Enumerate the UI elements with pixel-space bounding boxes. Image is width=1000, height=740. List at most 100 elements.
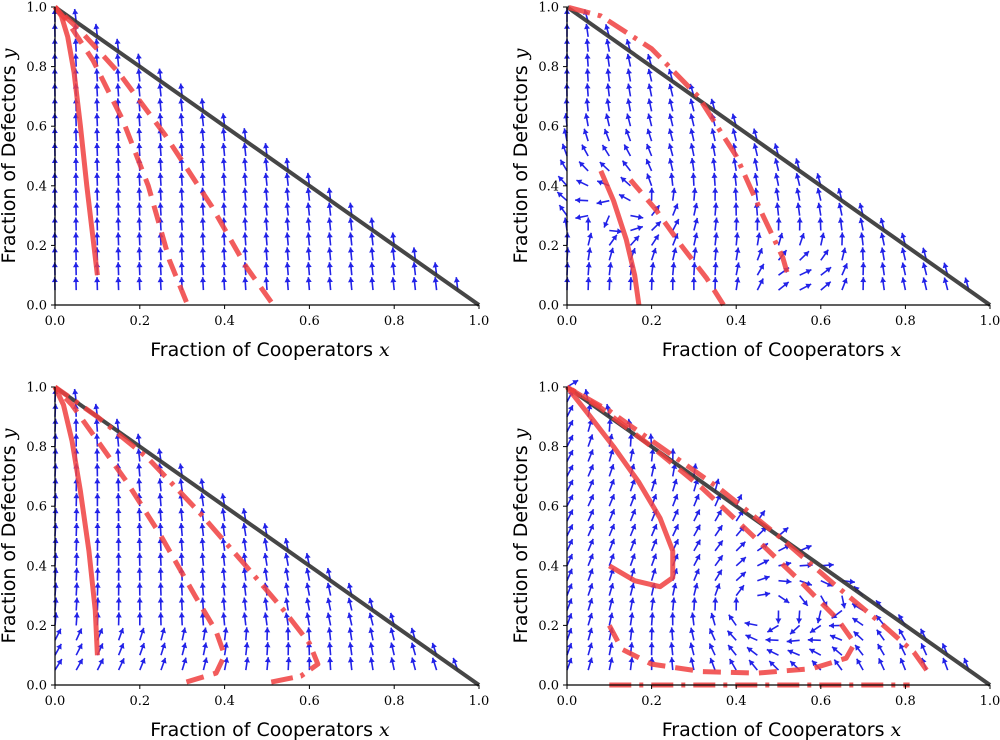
field-arrowhead <box>220 493 227 499</box>
field-arrowhead <box>305 262 312 268</box>
field-arrowhead <box>221 262 228 268</box>
field-arrowhead <box>115 83 122 89</box>
field-arrowhead <box>671 463 678 470</box>
field-arrowhead <box>648 277 655 283</box>
field-arrowhead <box>584 23 591 30</box>
y-tick-label: 0.6 <box>26 500 47 515</box>
x-tick-label: 0.2 <box>129 314 150 329</box>
field-arrowhead <box>220 113 227 119</box>
field-arrowhead <box>73 552 80 558</box>
field-arrowhead <box>795 202 802 209</box>
field-arrowhead <box>738 585 744 591</box>
field-arrowhead <box>178 98 185 104</box>
field-arrowhead <box>599 162 606 168</box>
field-arrowhead <box>347 597 353 604</box>
y-tick-label: 1.0 <box>26 1 47 16</box>
field-arrowhead <box>220 538 227 544</box>
field-arrowhead <box>567 509 574 516</box>
field-arrowhead <box>242 247 249 253</box>
field-arrowhead <box>645 143 652 150</box>
field-arrowhead <box>94 523 101 529</box>
field-arrowhead <box>178 537 185 544</box>
field-arrowhead <box>651 478 657 485</box>
field-arrowhead <box>94 508 101 514</box>
field-arrowhead <box>859 232 866 238</box>
field-arrowhead <box>626 83 633 90</box>
field-arrowhead <box>605 83 612 89</box>
field-arrowhead <box>284 187 291 194</box>
field-arrowhead <box>241 538 248 544</box>
field-arrowhead <box>73 523 80 529</box>
field-arrowhead <box>119 658 125 665</box>
field-arrowhead <box>585 217 592 223</box>
field-arrowhead <box>347 612 353 619</box>
field-arrowhead <box>114 53 121 59</box>
field-arrowhead <box>72 262 79 268</box>
field-arrowhead <box>627 277 634 283</box>
field-arrowhead <box>855 644 861 651</box>
field-arrowhead <box>673 218 680 225</box>
field-arrowhead <box>587 642 594 649</box>
field-arrowhead <box>667 143 674 150</box>
field-arrowhead <box>264 627 271 633</box>
field-arrowhead <box>178 508 185 514</box>
field-arrowhead <box>157 113 164 119</box>
field-arrowhead <box>94 448 101 454</box>
field-arrowhead <box>671 582 678 589</box>
field-arrowhead <box>136 128 143 134</box>
field-arrowhead <box>305 247 312 253</box>
field-arrowhead <box>156 448 163 455</box>
field-arrowhead <box>649 262 656 268</box>
field-arrowhead <box>837 202 844 209</box>
field-arrowhead <box>431 657 438 664</box>
field-arrowhead <box>816 202 823 209</box>
field-arrowhead <box>77 658 83 665</box>
field-arrowhead <box>369 232 376 238</box>
field-arrowhead <box>624 128 631 135</box>
field-arrowhead <box>241 508 248 514</box>
field-arrowhead <box>587 627 594 634</box>
field-arrowhead <box>805 269 812 275</box>
field-arrowhead <box>263 247 270 253</box>
field-arrowhead <box>695 539 701 546</box>
field-arrowhead <box>241 552 248 559</box>
field-arrowhead <box>670 187 677 194</box>
field-arrowhead <box>157 523 164 529</box>
field-arrowhead <box>567 449 574 456</box>
field-arrowhead <box>136 202 143 208</box>
field-arrowhead <box>262 567 269 574</box>
field-arrowhead <box>604 113 611 120</box>
field-arrowhead <box>284 157 291 164</box>
field-arrowhead <box>694 494 700 500</box>
field-arrowhead <box>673 553 679 560</box>
field-arrowhead <box>262 523 269 529</box>
field-arrowhead <box>645 158 652 165</box>
field-arrowhead <box>199 277 206 283</box>
field-arrowhead <box>963 277 970 284</box>
field-arrowhead <box>135 448 142 454</box>
field-arrowhead <box>584 68 591 74</box>
field-arrowhead <box>118 628 125 634</box>
field-arrowhead <box>157 202 164 208</box>
field-arrowhead <box>326 202 333 208</box>
field-arrowhead <box>284 217 291 223</box>
trajectory-dashed-3 <box>53 5 274 304</box>
field-arrowhead <box>802 600 808 606</box>
y-tick-label: 1.0 <box>538 381 559 396</box>
field-arrowhead <box>221 277 228 283</box>
field-arrowhead <box>135 433 142 440</box>
field-arrowhead <box>136 463 143 469</box>
field-arrowhead <box>667 113 674 120</box>
field-arrowhead <box>920 628 926 635</box>
field-arrowhead <box>222 642 229 648</box>
field-arrowhead <box>637 214 644 220</box>
field-arrowhead <box>241 612 248 618</box>
field-arrowhead <box>648 433 655 439</box>
field-arrowhead <box>348 277 355 283</box>
field-arrowhead <box>608 597 615 604</box>
field-arrowhead <box>689 158 696 164</box>
y-tick-label: 0.4 <box>538 559 559 574</box>
field-arrowhead <box>242 277 249 283</box>
field-arrowhead <box>263 262 270 268</box>
y-tick-label: 0.6 <box>538 500 559 515</box>
